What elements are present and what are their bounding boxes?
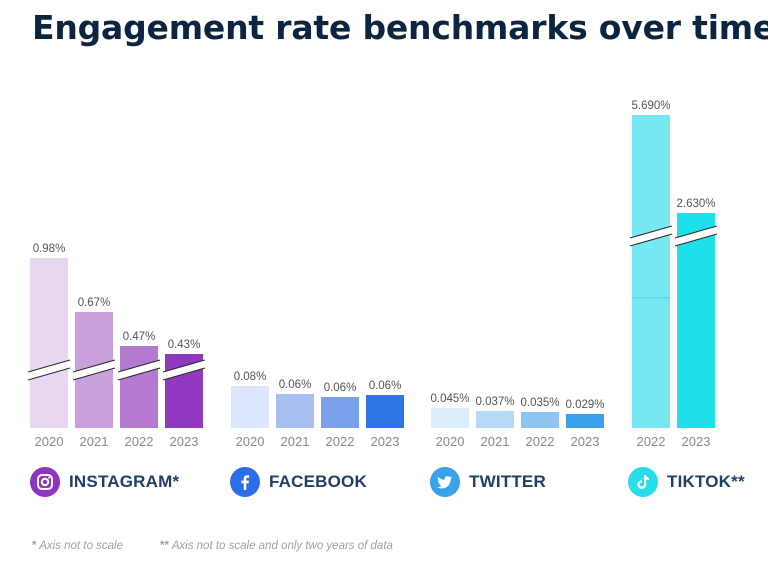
platform-name-instagram: INSTAGRAM*: [69, 472, 180, 491]
twitter-icon: [430, 467, 460, 497]
year-label-twitter-2023: 2023: [571, 434, 600, 449]
footnote-1-mark: *: [32, 540, 37, 552]
axis-break-line-top-instagram-2023: [162, 359, 206, 373]
axis-break-instagram-2021: [72, 360, 116, 380]
axis-break-tiktok-2023: [674, 226, 718, 246]
axis-break-instagram-2023: [162, 360, 206, 380]
value-label-facebook-2023: 0.06%: [369, 380, 402, 392]
legend-twitter: TWITTER: [430, 466, 546, 498]
tiktok-icon: [628, 467, 658, 497]
value-label-instagram-2020: 0.98%: [33, 243, 66, 255]
platform-name-twitter: TWITTER: [469, 472, 546, 491]
axis-break-line-bottom-tiktok-2023: [674, 233, 718, 247]
platform-name-facebook: FACEBOOK: [269, 472, 367, 491]
legend-facebook: FACEBOOK: [230, 466, 367, 498]
year-label-instagram-2022: 2022: [125, 434, 154, 449]
axis-break-line-bottom-instagram-2020: [27, 367, 71, 381]
year-label-facebook-2022: 2022: [326, 434, 355, 449]
bar-twitter-2022: [521, 412, 559, 428]
year-label-facebook-2020: 2020: [236, 434, 265, 449]
axis-break-line-bottom-instagram-2022: [117, 367, 161, 381]
year-label-tiktok-2023: 2023: [682, 434, 711, 449]
value-label-twitter-2021: 0.037%: [475, 396, 514, 408]
bar-chart: 0.98% 2020 0.67% 2021 0.47% 2022 0.43% 2023 0.08…: [27, 100, 718, 449]
year-label-twitter-2022: 2022: [526, 434, 555, 449]
value-label-twitter-2023: 0.029%: [565, 399, 604, 411]
bar-tiktok-2022: [632, 115, 670, 428]
footnote-1-text: Axis not to scale: [39, 540, 123, 552]
bar-twitter-2020: [431, 408, 469, 428]
bar-facebook-2021: [276, 394, 314, 428]
axis-break-line-top-instagram-2020: [27, 359, 71, 373]
axis-break-line-top-tiktok-2022: [629, 225, 673, 239]
axis-break-line-bottom-tiktok-2022: [629, 233, 673, 247]
instagram-icon: [30, 467, 60, 497]
axis-break-line-bottom-instagram-2021: [72, 367, 116, 381]
year-label-instagram-2020: 2020: [35, 434, 64, 449]
bar-facebook-2023: [366, 395, 404, 428]
year-label-instagram-2021: 2021: [80, 434, 109, 449]
bar-twitter-2023: [566, 414, 604, 428]
bar-tiktok-2023: [677, 213, 715, 428]
tiktok-bar-band: [632, 297, 670, 299]
legend-tiktok: TIKTOK**: [628, 466, 745, 498]
value-label-tiktok-2022: 5.690%: [631, 100, 670, 112]
value-label-twitter-2022: 0.035%: [520, 397, 559, 409]
axis-break-line-top-tiktok-2023: [674, 225, 718, 239]
value-label-facebook-2020: 0.08%: [234, 371, 267, 383]
value-label-facebook-2022: 0.06%: [324, 382, 357, 394]
legend-instagram: INSTAGRAM*: [30, 466, 179, 498]
axis-break-line-top-instagram-2021: [72, 359, 116, 373]
axis-break-instagram-2020: [27, 360, 71, 380]
bar-twitter-2021: [476, 411, 514, 428]
value-label-instagram-2021: 0.67%: [78, 297, 111, 309]
axis-break-line-bottom-instagram-2023: [162, 367, 206, 381]
value-label-twitter-2020: 0.045%: [430, 393, 469, 405]
axis-break-instagram-2022: [117, 360, 161, 380]
bar-facebook-2020: [231, 386, 269, 428]
chart-title: Engagement rate benchmarks over time: [32, 8, 768, 47]
year-label-facebook-2021: 2021: [281, 434, 310, 449]
year-label-twitter-2020: 2020: [436, 434, 465, 449]
bar-instagram-2020: [30, 258, 68, 428]
bar-facebook-2022: [321, 397, 359, 428]
year-label-facebook-2023: 2023: [371, 434, 400, 449]
year-label-instagram-2023: 2023: [170, 434, 199, 449]
footnote-1: * Axis not to scale: [32, 540, 123, 552]
value-label-instagram-2022: 0.47%: [123, 331, 156, 343]
footnote-2-mark: **: [160, 540, 169, 552]
year-label-tiktok-2022: 2022: [637, 434, 666, 449]
axis-break-tiktok-2022: [629, 226, 673, 246]
platform-name-tiktok: TIKTOK**: [667, 472, 745, 491]
facebook-icon: [230, 467, 260, 497]
footnote-2: ** Axis not to scale and only two years …: [160, 540, 393, 552]
value-label-tiktok-2023: 2.630%: [676, 198, 715, 210]
footnote-2-text: Axis not to scale and only two years of …: [171, 540, 393, 552]
value-label-instagram-2023: 0.43%: [168, 339, 201, 351]
value-label-facebook-2021: 0.06%: [279, 379, 312, 391]
bar-instagram-2022: [120, 346, 158, 428]
axis-break-line-top-instagram-2022: [117, 359, 161, 373]
year-label-twitter-2021: 2021: [481, 434, 510, 449]
